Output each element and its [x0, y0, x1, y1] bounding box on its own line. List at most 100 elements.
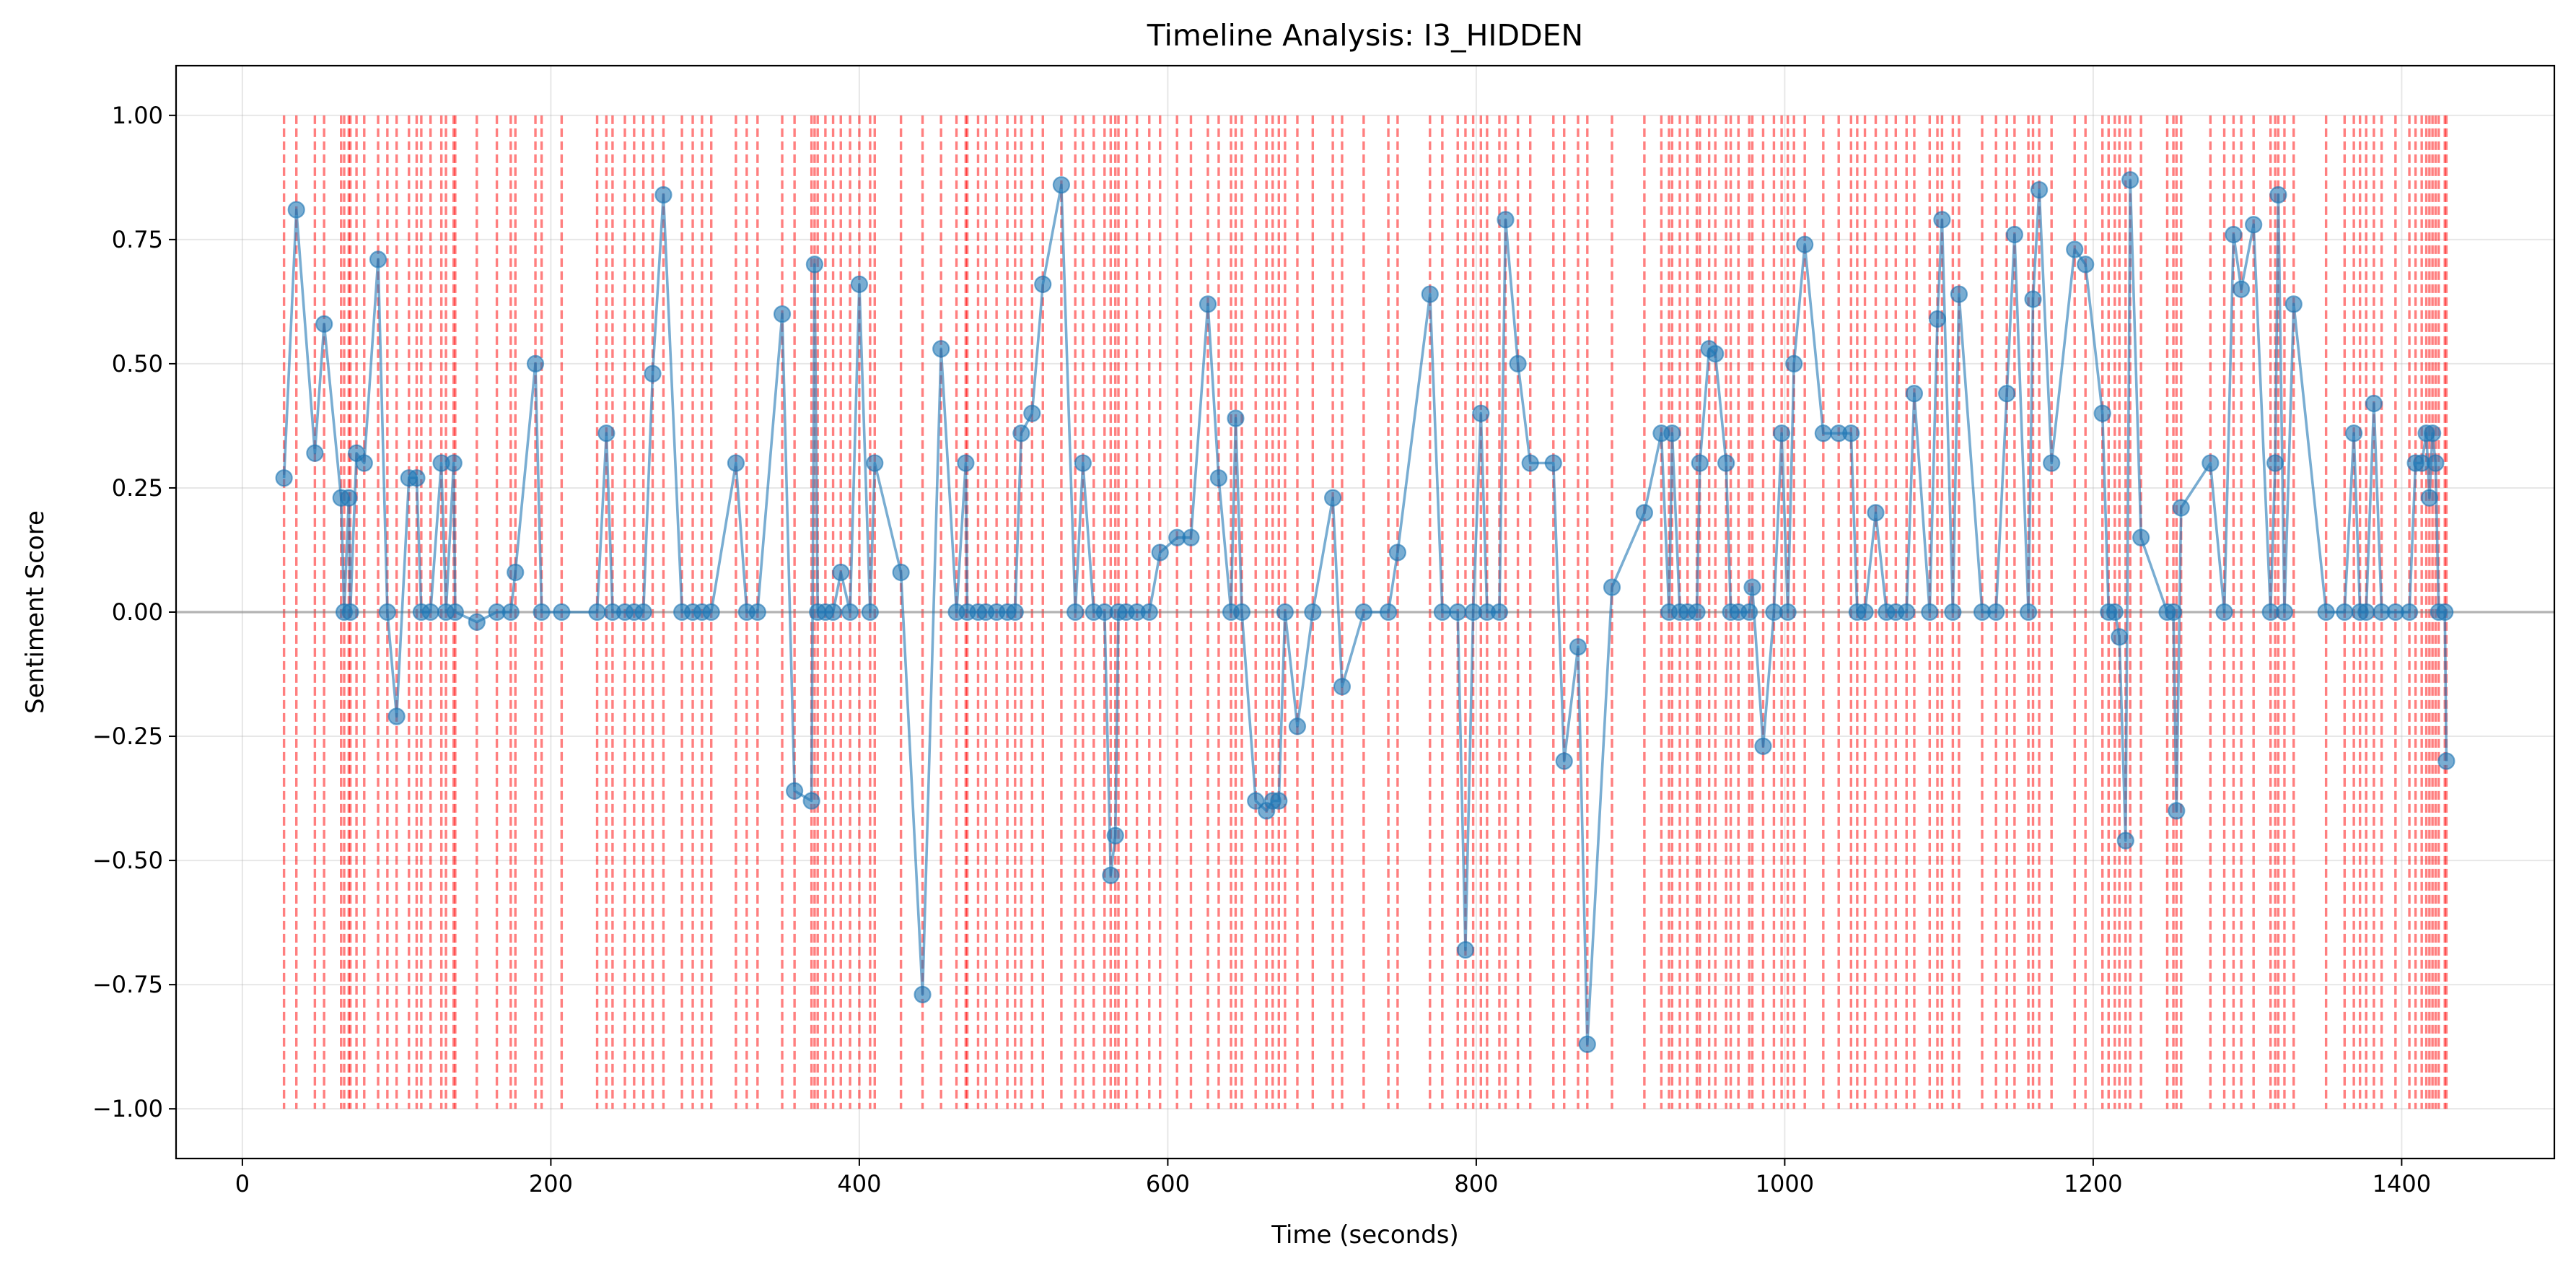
- data-point: [275, 469, 293, 487]
- data-point: [2357, 603, 2375, 621]
- data-point: [1688, 603, 1706, 621]
- data-point: [2245, 216, 2263, 234]
- data-point: [446, 603, 464, 621]
- data-point: [2093, 404, 2111, 422]
- data-point: [2172, 499, 2190, 517]
- data-point: [421, 603, 439, 621]
- data-point: [841, 603, 859, 621]
- data-point: [2164, 603, 2183, 621]
- data-point: [1449, 603, 1467, 621]
- data-point: [1102, 866, 1120, 884]
- data-point: [287, 201, 305, 219]
- data-point: [1544, 454, 1562, 472]
- y-tick-label: −0.75: [92, 971, 163, 998]
- data-point: [526, 354, 545, 373]
- x-tick-label: 600: [1146, 1170, 1190, 1197]
- data-point: [634, 603, 652, 621]
- y-tick-label: −1.00: [92, 1095, 163, 1122]
- data-point: [1663, 424, 1681, 442]
- data-point: [2336, 603, 2354, 621]
- data-point: [1151, 544, 1169, 562]
- data-point: [1773, 424, 1791, 442]
- data-point: [1379, 603, 1398, 621]
- data-point: [2266, 454, 2284, 472]
- data-point: [2121, 171, 2139, 189]
- data-point: [1707, 345, 1725, 363]
- y-tick-label: 1.00: [112, 102, 163, 129]
- data-point: [1324, 489, 1342, 507]
- data-point: [1421, 285, 1439, 303]
- data-point: [2420, 489, 2438, 507]
- data-point: [1635, 504, 1653, 522]
- data-point: [1521, 454, 1539, 472]
- data-point: [892, 563, 910, 582]
- data-point: [2437, 752, 2455, 770]
- data-point: [654, 186, 673, 204]
- data-point: [2365, 394, 2383, 413]
- data-point: [1921, 603, 1939, 621]
- data-point: [850, 275, 869, 293]
- data-point: [1509, 354, 1527, 373]
- data-point: [1354, 603, 1372, 621]
- data-point: [2043, 454, 2061, 472]
- y-tick-label: −0.25: [92, 723, 163, 750]
- data-point: [1867, 504, 1885, 522]
- data-point: [1856, 603, 1874, 621]
- data-point: [2024, 290, 2042, 308]
- data-point: [355, 454, 373, 472]
- data-point: [369, 250, 387, 269]
- data-point: [1276, 603, 1294, 621]
- data-point: [340, 489, 358, 507]
- data-point: [1388, 544, 1406, 562]
- x-tick-label: 800: [1454, 1170, 1498, 1197]
- data-point: [957, 454, 975, 472]
- data-point: [1199, 295, 1217, 313]
- data-point: [644, 365, 662, 383]
- data-point: [2436, 603, 2454, 621]
- data-point: [2111, 628, 2129, 646]
- data-point: [932, 340, 950, 358]
- data-point: [786, 782, 804, 800]
- data-point: [2132, 528, 2150, 546]
- data-point: [1433, 603, 1451, 621]
- data-point: [1717, 454, 1735, 472]
- data-point: [2400, 603, 2419, 621]
- data-point: [1182, 528, 1200, 546]
- data-point: [1740, 603, 1758, 621]
- data-point: [2168, 802, 2186, 820]
- x-tick-label: 1000: [1756, 1170, 1814, 1197]
- data-point: [2077, 256, 2095, 274]
- y-tick-label: 0.75: [112, 226, 163, 253]
- data-point: [1006, 603, 1024, 621]
- data-point: [341, 603, 359, 621]
- data-point: [1209, 469, 1228, 487]
- data-point: [1754, 737, 1772, 755]
- data-point: [1842, 424, 1860, 442]
- data-point: [306, 444, 324, 462]
- data-point: [1304, 603, 1322, 621]
- data-point: [378, 603, 396, 621]
- data-point: [588, 603, 606, 621]
- data-point: [468, 613, 486, 631]
- data-point: [1333, 678, 1351, 696]
- data-point: [1034, 275, 1052, 293]
- data-point: [1944, 603, 1962, 621]
- data-point: [1779, 603, 1797, 621]
- x-tick-label: 400: [837, 1170, 881, 1197]
- data-point: [1796, 235, 1814, 253]
- data-point: [2116, 832, 2134, 850]
- data-point: [1074, 454, 1092, 472]
- data-point: [861, 603, 879, 621]
- x-tick-label: 1400: [2373, 1170, 2431, 1197]
- data-point: [914, 985, 932, 1004]
- data-point: [1106, 826, 1124, 845]
- data-point: [1497, 211, 1515, 229]
- data-point: [748, 603, 766, 621]
- data-point: [2317, 603, 2335, 621]
- data-point: [2232, 280, 2251, 298]
- y-tick-label: 0.00: [112, 598, 163, 626]
- data-point: [1247, 792, 1265, 810]
- x-axis-label: Time (seconds): [1271, 1221, 1459, 1249]
